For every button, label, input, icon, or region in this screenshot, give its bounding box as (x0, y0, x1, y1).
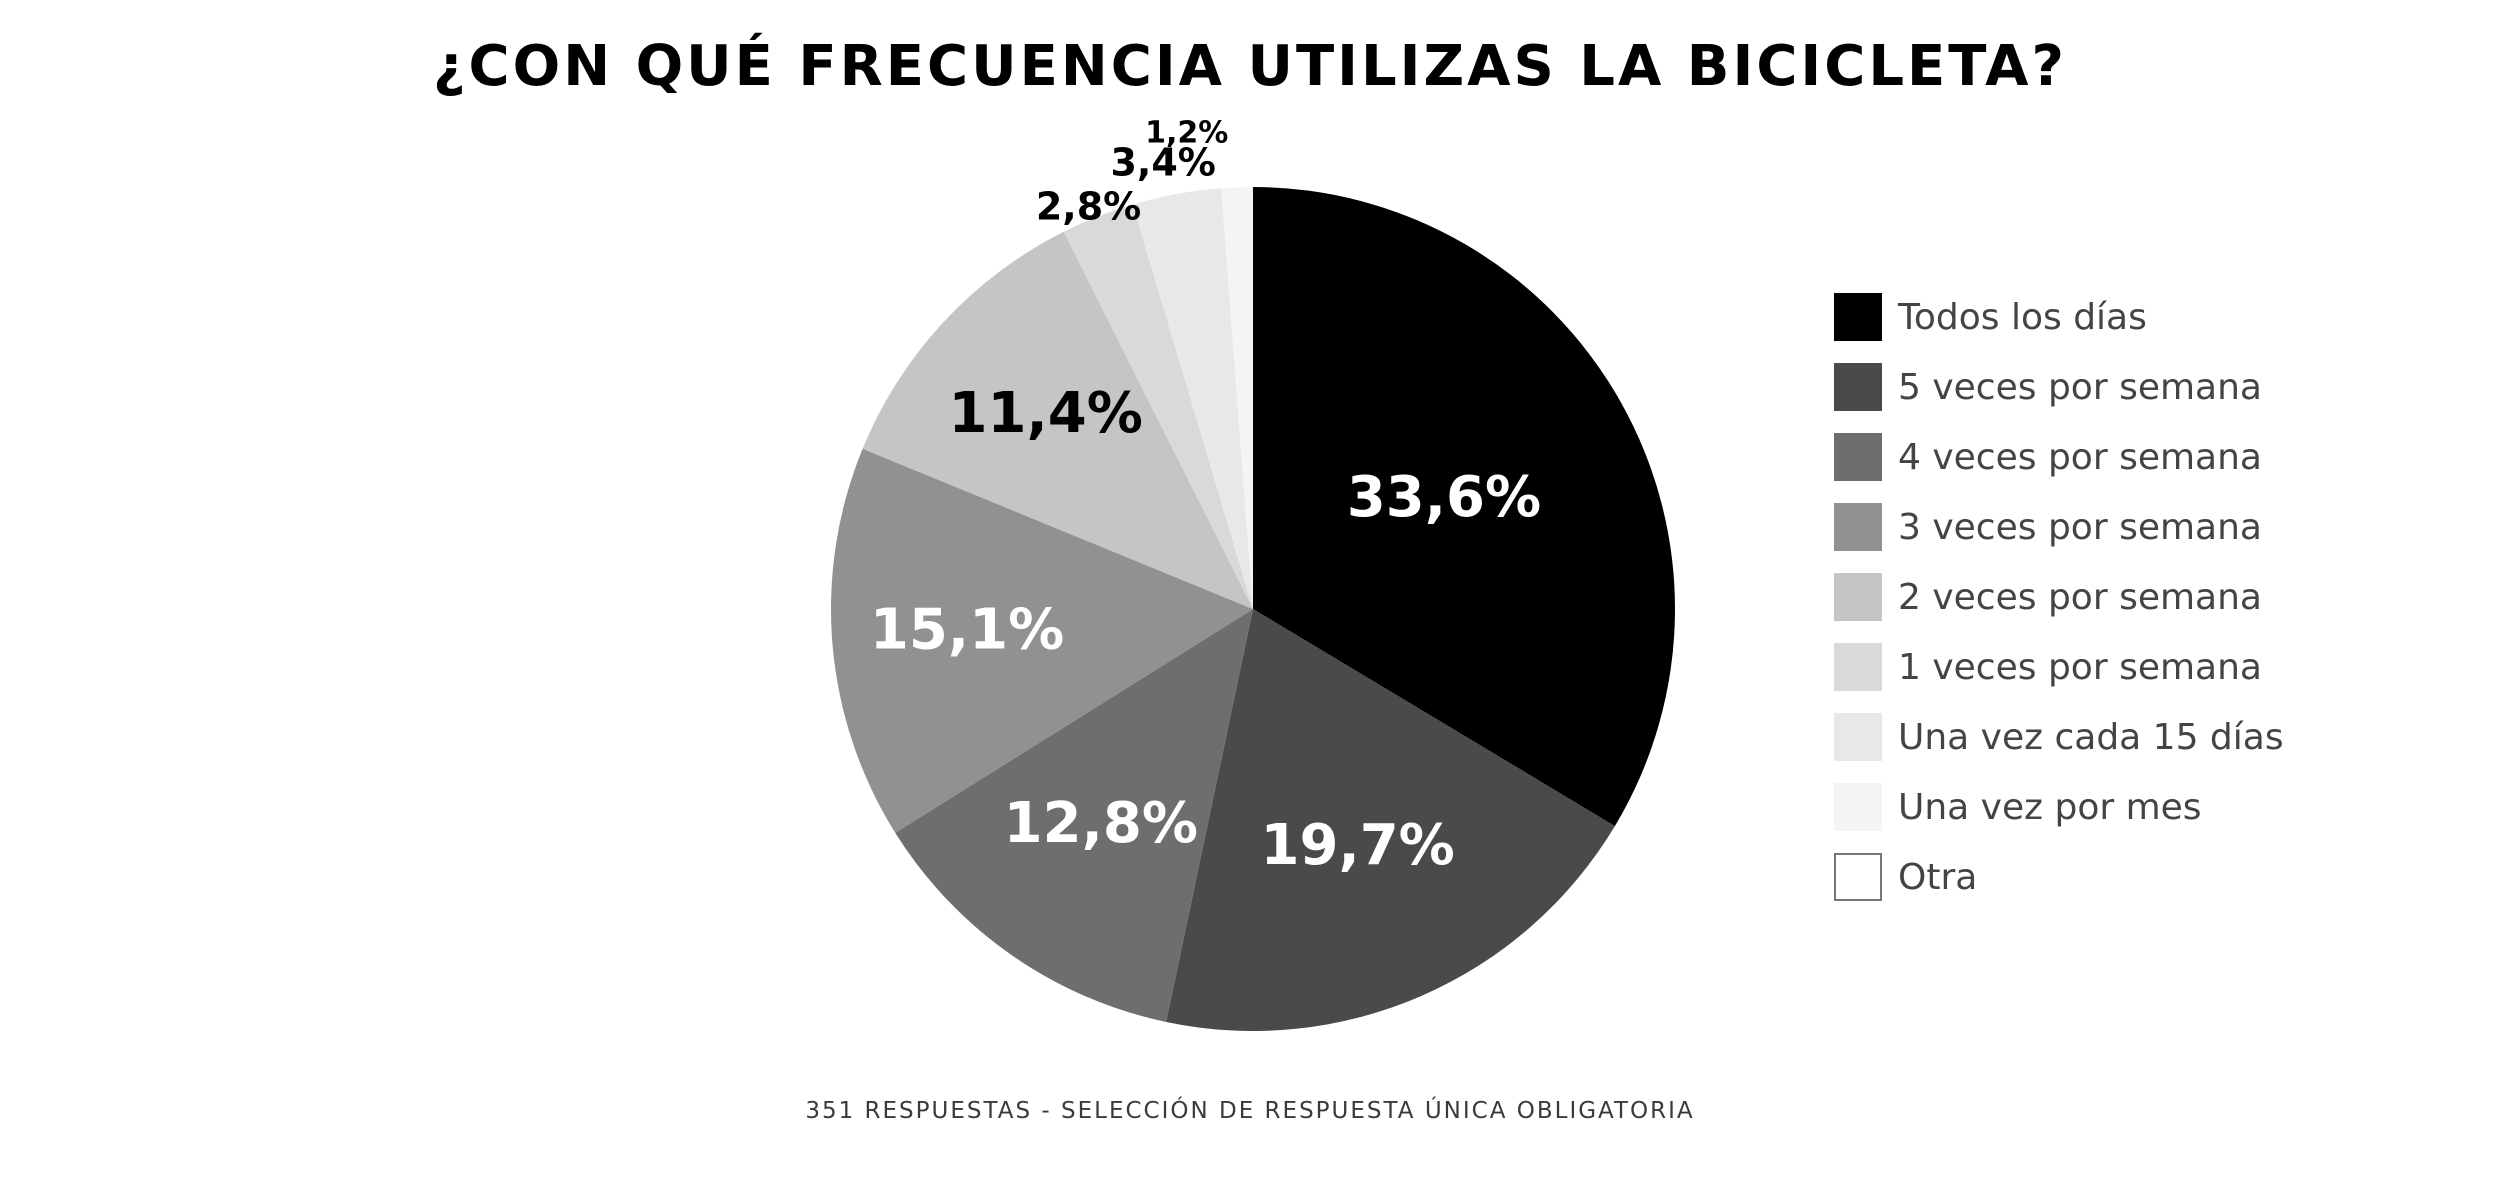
data-label-slice-5: 11,4% (949, 381, 1143, 446)
legend-swatch (1834, 293, 1882, 341)
pie-slice-8 (1221, 187, 1253, 609)
legend-item: 2 veces por semana (1834, 571, 2474, 623)
legend-label: Una vez cada 15 días (1898, 716, 2284, 758)
data-label-slice-4: 15,1% (870, 597, 1064, 662)
legend-label: Una vez por mes (1898, 786, 2202, 828)
pie-slice-2 (1166, 609, 1615, 1031)
legend-item: Una vez cada 15 días (1834, 711, 2474, 763)
legend-swatch (1834, 853, 1882, 901)
pie-slice-7 (1132, 188, 1253, 609)
pie-slice-1 (1253, 187, 1676, 827)
data-label-slice-8: 1,2% (1145, 116, 1228, 151)
legend-item: 3 veces por semana (1834, 501, 2474, 553)
data-label-slice-6: 2,8% (1036, 184, 1141, 228)
legend-label: 2 veces por semana (1898, 576, 2262, 618)
legend-label: 4 veces por semana (1898, 436, 2262, 478)
footnote: 351 RESPUESTAS - SELECCIÓN DE RESPUESTA … (805, 1098, 1695, 1124)
legend-swatch (1834, 433, 1882, 481)
pie-data-labels: 33,6% 19,7% 12,8% 15,1% 11,4% 2,8%3,4%1,2% (870, 116, 1541, 878)
data-label-slice-7: 3,4% (1110, 140, 1215, 184)
chart-title: ¿CON QUÉ FRECUENCIA UTILIZAS LA BICICLET… (433, 34, 2067, 99)
legend-label: 5 veces por semana (1898, 366, 2262, 408)
legend-item: Todos los días (1834, 291, 2474, 343)
pie-slice-4 (831, 448, 1253, 833)
legend-label: 1 veces por semana (1898, 646, 2262, 688)
legend-swatch (1834, 363, 1882, 411)
legend-item: Una vez por mes (1834, 781, 2474, 833)
data-label-slice-2: 19,7% (1261, 813, 1455, 878)
data-label-slice-3: 12,8% (1004, 791, 1198, 856)
pie-slice-5 (862, 231, 1253, 609)
pie-slice-6 (1063, 204, 1253, 610)
legend-swatch (1834, 713, 1882, 761)
legend-label: Todos los días (1898, 296, 2147, 338)
legend-item: 1 veces por semana (1834, 641, 2474, 693)
legend: Todos los días 5 veces por semana 4 veces … (1834, 291, 2474, 921)
data-label-slice-1: 33,6% (1347, 465, 1541, 530)
legend-label: Otra (1898, 856, 1978, 898)
legend-item: 4 veces por semana (1834, 431, 2474, 483)
pie-slice-3 (895, 609, 1253, 1022)
legend-label: 3 veces por semana (1898, 506, 2262, 548)
legend-swatch (1834, 643, 1882, 691)
legend-swatch (1834, 503, 1882, 551)
legend-item: 5 veces por semana (1834, 361, 2474, 413)
pie-slices (831, 187, 1676, 1031)
legend-swatch (1834, 573, 1882, 621)
legend-item: Otra (1834, 851, 2474, 903)
legend-swatch (1834, 783, 1882, 831)
